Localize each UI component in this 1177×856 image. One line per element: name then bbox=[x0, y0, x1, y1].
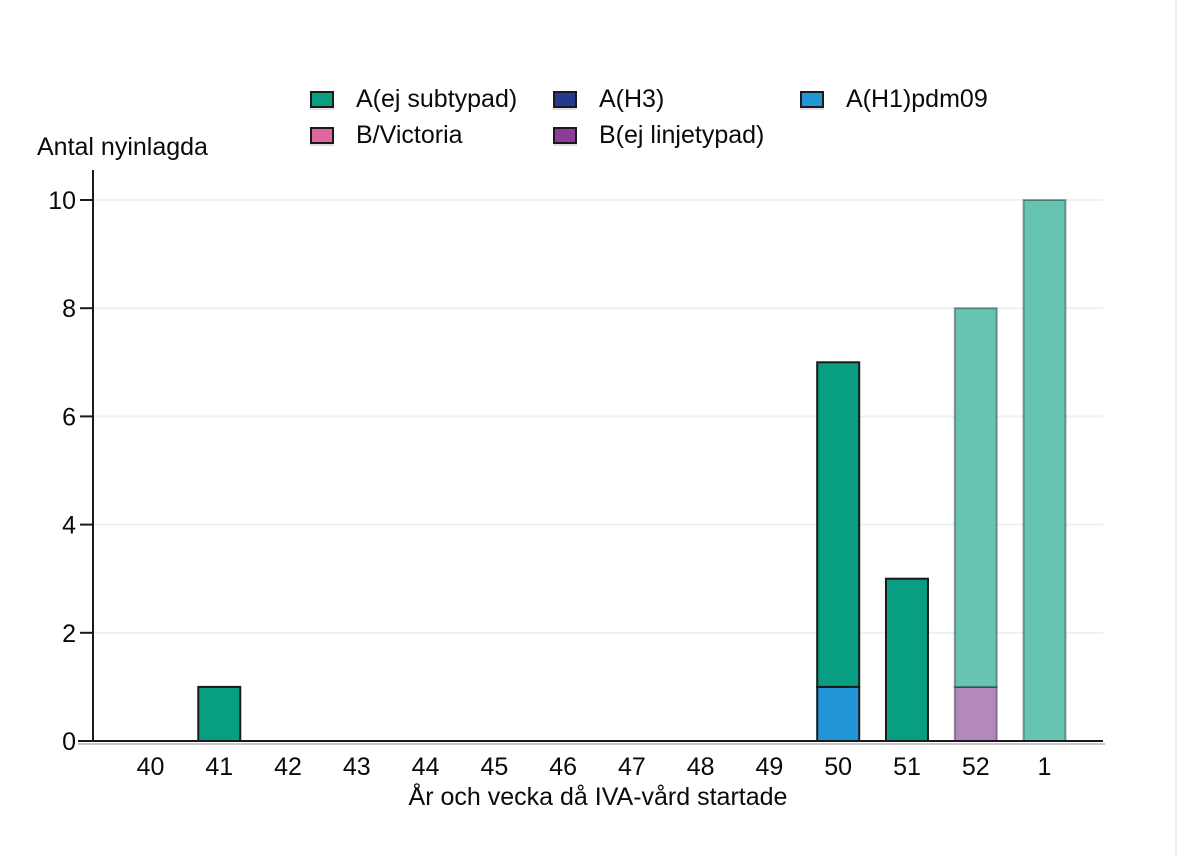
y-tick-label-4: 4 bbox=[62, 512, 76, 540]
legend-label: A(H1)pdm09 bbox=[846, 84, 988, 113]
bar-week-52-A(ej subtypad) bbox=[953, 307, 998, 688]
legend-item-B(ej linjetypad): B(ej linjetypad) bbox=[553, 120, 765, 149]
x-tick-label-40: 40 bbox=[137, 753, 165, 781]
bar-week-1-A(ej subtypad) bbox=[1022, 199, 1067, 742]
x-tick-label-51: 51 bbox=[893, 753, 921, 781]
legend: A(ej subtypad) A(H3) A(H1)pdm09 B/Victoria B… bbox=[0, 0, 1175, 160]
x-tick-label-42: 42 bbox=[274, 753, 302, 781]
legend-label: B/Victoria bbox=[356, 120, 463, 149]
x-tick-label-41: 41 bbox=[205, 753, 233, 781]
x-tick-label-1: 1 bbox=[1038, 753, 1052, 781]
legend-item-A(ej subtypad): A(ej subtypad) bbox=[310, 84, 518, 113]
legend-label: A(H3) bbox=[599, 84, 665, 113]
legend-swatch bbox=[553, 126, 577, 144]
bar-week-50-A(H1)pdm09 bbox=[816, 685, 861, 743]
x-tick-label-43: 43 bbox=[343, 753, 371, 781]
legend-swatch bbox=[310, 126, 334, 144]
legend-swatch bbox=[310, 90, 334, 108]
legend-swatch bbox=[800, 90, 824, 108]
x-tick-label-50: 50 bbox=[824, 753, 852, 781]
x-tick-label-45: 45 bbox=[480, 753, 508, 781]
y-tick-label-2: 2 bbox=[62, 620, 76, 648]
y-tick-label-0: 0 bbox=[62, 728, 76, 756]
y-tick-label-10: 10 bbox=[48, 187, 76, 215]
legend-item-B/Victoria: B/Victoria bbox=[310, 120, 463, 149]
x-tick-label-49: 49 bbox=[756, 753, 784, 781]
y-tick-label-6: 6 bbox=[62, 403, 76, 431]
bar-week-52-B(ej linjetypad) bbox=[953, 685, 998, 743]
bar-week-41-A(ej subtypad) bbox=[197, 685, 242, 743]
legend-label: A(ej subtypad) bbox=[356, 84, 518, 113]
y-axis-title: Antal nyinlagda bbox=[37, 133, 208, 161]
legend-item-A(H1)pdm09: A(H1)pdm09 bbox=[800, 84, 988, 113]
y-tick-label-8: 8 bbox=[62, 295, 76, 323]
x-tick-label-46: 46 bbox=[549, 753, 577, 781]
legend-item-A(H3): A(H3) bbox=[553, 84, 665, 113]
bar-week-50-A(ej subtypad) bbox=[816, 361, 861, 688]
legend-swatch bbox=[553, 90, 577, 108]
x-tick-label-52: 52 bbox=[962, 753, 990, 781]
x-tick-label-44: 44 bbox=[412, 753, 440, 781]
x-tick-label-48: 48 bbox=[687, 753, 715, 781]
x-axis-title: År och vecka då IVA-vård startade bbox=[408, 783, 788, 811]
legend-label: B(ej linjetypad) bbox=[599, 120, 765, 149]
bar-week-51-A(ej subtypad) bbox=[884, 577, 929, 743]
x-tick-label-47: 47 bbox=[618, 753, 646, 781]
